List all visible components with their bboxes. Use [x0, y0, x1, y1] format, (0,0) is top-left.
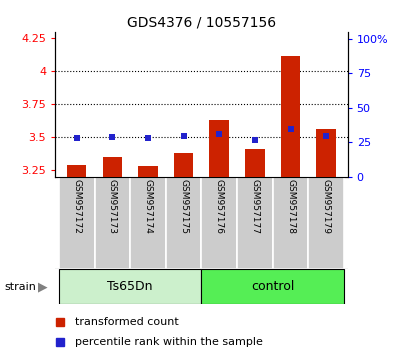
Bar	[130, 177, 166, 269]
Bar	[174, 153, 194, 177]
Bar	[103, 157, 122, 177]
Bar	[59, 177, 94, 269]
Text: GSM957179: GSM957179	[322, 179, 331, 234]
Bar	[281, 56, 300, 177]
Bar	[138, 166, 158, 177]
Bar	[59, 269, 201, 304]
Bar	[166, 177, 201, 269]
Bar	[245, 149, 265, 177]
Text: control: control	[251, 280, 294, 293]
Text: GSM957172: GSM957172	[72, 179, 81, 234]
Bar	[273, 177, 308, 269]
Bar	[67, 165, 87, 177]
Bar	[316, 130, 336, 177]
Bar	[94, 177, 130, 269]
Text: GSM957173: GSM957173	[108, 179, 117, 234]
Text: strain: strain	[4, 282, 36, 292]
Bar	[201, 177, 237, 269]
Text: GSM957177: GSM957177	[250, 179, 260, 234]
Text: GSM957178: GSM957178	[286, 179, 295, 234]
Title: GDS4376 / 10557156: GDS4376 / 10557156	[127, 15, 276, 29]
Text: GSM957175: GSM957175	[179, 179, 188, 234]
Bar	[308, 177, 344, 269]
Text: Ts65Dn: Ts65Dn	[107, 280, 153, 293]
Bar	[237, 177, 273, 269]
Text: GSM957176: GSM957176	[215, 179, 224, 234]
Text: percentile rank within the sample: percentile rank within the sample	[75, 337, 263, 348]
Text: GSM957174: GSM957174	[143, 179, 152, 234]
Text: ▶: ▶	[38, 280, 47, 293]
Bar	[209, 120, 229, 177]
Bar	[201, 269, 344, 304]
Text: transformed count: transformed count	[75, 317, 179, 327]
